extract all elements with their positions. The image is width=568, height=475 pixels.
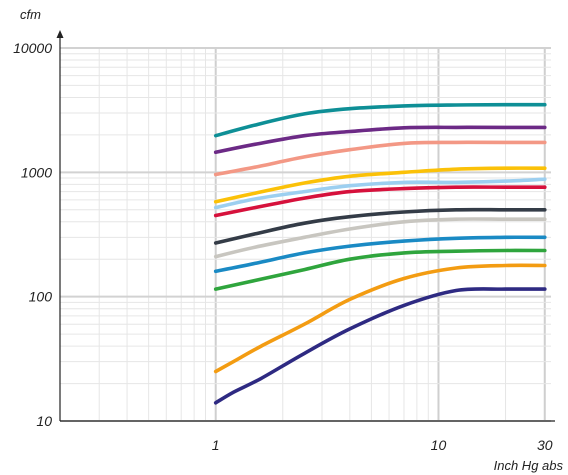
x-tick-label: 10 xyxy=(431,437,447,453)
y-tick-label: 1000 xyxy=(21,164,52,180)
series-line-10 xyxy=(216,250,545,289)
series-line-5 xyxy=(216,179,545,207)
series-line-11 xyxy=(216,265,545,371)
y-axis-arrowhead xyxy=(57,30,64,38)
x-tick-label: 1 xyxy=(212,437,220,453)
y-tick-label: 100 xyxy=(29,289,53,305)
y-axis-title: cfm xyxy=(20,7,41,22)
y-tick-label: 10000 xyxy=(13,40,52,56)
y-tick-labels: 10 100 1000 10000 xyxy=(13,40,52,429)
series-line-1 xyxy=(216,105,545,136)
series-line-2 xyxy=(216,127,545,152)
series-lines xyxy=(216,105,545,403)
x-tick-labels: 1 10 30 xyxy=(212,437,553,453)
y-tick-label: 10 xyxy=(36,413,52,429)
x-tick-label: 30 xyxy=(537,437,553,453)
x-axis-title: Inch Hg abs xyxy=(494,458,564,473)
axes xyxy=(57,30,556,421)
